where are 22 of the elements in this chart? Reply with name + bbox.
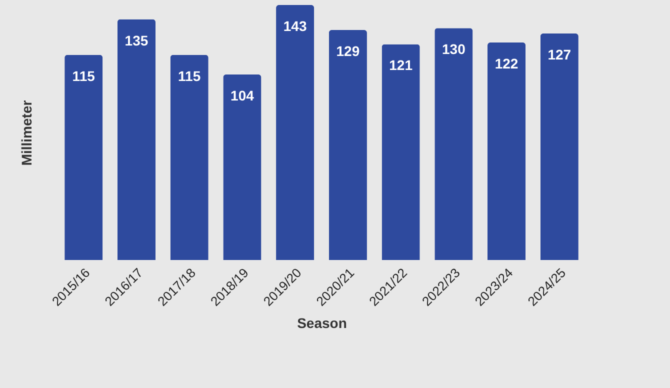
bar — [276, 5, 314, 260]
data-label: 127 — [548, 46, 572, 63]
data-label: 121 — [389, 57, 413, 74]
data-label: 130 — [442, 41, 466, 58]
data-label: 104 — [230, 88, 254, 104]
y-axis-title: Millimeter — [18, 100, 34, 166]
bar — [223, 74, 262, 260]
data-label: 122 — [494, 55, 518, 72]
bar — [540, 34, 578, 260]
x-axis-title: Season — [297, 314, 347, 331]
data-label: 129 — [336, 42, 360, 59]
data-label: 143 — [283, 18, 307, 34]
data-label: 115 — [178, 68, 201, 84]
bar — [328, 30, 367, 260]
bar — [117, 19, 156, 260]
data-label: 135 — [124, 32, 148, 48]
bar — [488, 42, 526, 260]
data-label: 115 — [72, 68, 96, 84]
bar — [434, 28, 473, 260]
bar — [382, 44, 420, 260]
bar — [64, 54, 103, 260]
bar — [170, 54, 208, 260]
